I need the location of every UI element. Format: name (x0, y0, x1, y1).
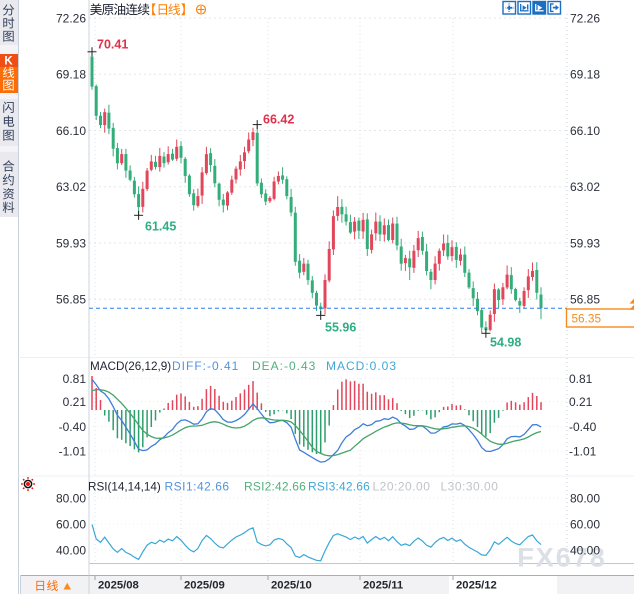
svg-text:54.98: 54.98 (490, 336, 521, 350)
svg-text:MACD:0.03: MACD:0.03 (326, 359, 397, 373)
svg-text:60.00: 60.00 (570, 517, 600, 531)
svg-text:-0.40: -0.40 (569, 420, 597, 434)
svg-text:RSI1:42.66: RSI1:42.66 (165, 480, 230, 494)
svg-text:L20:20.00: L20:20.00 (373, 480, 431, 494)
svg-text:2025/09: 2025/09 (184, 580, 225, 592)
svg-text:66.10: 66.10 (570, 124, 600, 138)
svg-text:FX678: FX678 (517, 543, 607, 573)
svg-text:66.10: 66.10 (56, 124, 86, 138)
svg-text:80.00: 80.00 (570, 491, 600, 505)
svg-text:0.21: 0.21 (569, 395, 593, 409)
svg-text:2025/10: 2025/10 (271, 580, 312, 592)
svg-text:55.96: 55.96 (325, 321, 356, 335)
svg-text:59.93: 59.93 (570, 236, 600, 250)
svg-text:63.02: 63.02 (570, 180, 600, 194)
svg-text:RSI(14,14,14): RSI(14,14,14) (88, 481, 161, 494)
svg-text:72.26: 72.26 (570, 11, 600, 25)
svg-text:56.85: 56.85 (570, 293, 600, 307)
svg-text:DEA:-0.43: DEA:-0.43 (252, 359, 316, 373)
svg-text:2025/12: 2025/12 (456, 580, 497, 592)
svg-text:72.26: 72.26 (56, 11, 86, 25)
svg-text:0.21: 0.21 (63, 395, 87, 409)
svg-text:-0.40: -0.40 (59, 420, 87, 434)
svg-text:0.81: 0.81 (569, 372, 593, 386)
svg-text:0.81: 0.81 (63, 372, 87, 386)
svg-text:61.45: 61.45 (145, 220, 176, 234)
svg-text:DIFF:-0.41: DIFF:-0.41 (172, 359, 239, 373)
svg-text:63.02: 63.02 (56, 180, 86, 194)
svg-text:2025/11: 2025/11 (363, 580, 403, 592)
svg-text:59.93: 59.93 (56, 236, 86, 250)
svg-text:60.00: 60.00 (56, 517, 86, 531)
svg-text:70.41: 70.41 (97, 38, 128, 52)
svg-text:L30:30.00: L30:30.00 (441, 480, 499, 494)
svg-text:66.42: 66.42 (263, 113, 294, 127)
svg-text:K: K (4, 55, 13, 67)
svg-text:-1.01: -1.01 (59, 444, 87, 458)
svg-text:69.18: 69.18 (570, 68, 600, 82)
svg-text:MACD(26,12,9): MACD(26,12,9) (90, 360, 171, 373)
svg-text:RSI3:42.66: RSI3:42.66 (308, 480, 370, 494)
svg-text:56.85: 56.85 (56, 293, 86, 307)
svg-text:69.18: 69.18 (56, 68, 86, 82)
svg-text:2025/08: 2025/08 (98, 580, 139, 592)
svg-text:RSI2:42.66: RSI2:42.66 (244, 480, 306, 494)
svg-text:-1.01: -1.01 (569, 444, 597, 458)
svg-text:80.00: 80.00 (56, 491, 86, 505)
svg-text:40.00: 40.00 (570, 543, 600, 557)
svg-text:56.35: 56.35 (572, 312, 602, 326)
svg-text:40.00: 40.00 (56, 543, 86, 557)
